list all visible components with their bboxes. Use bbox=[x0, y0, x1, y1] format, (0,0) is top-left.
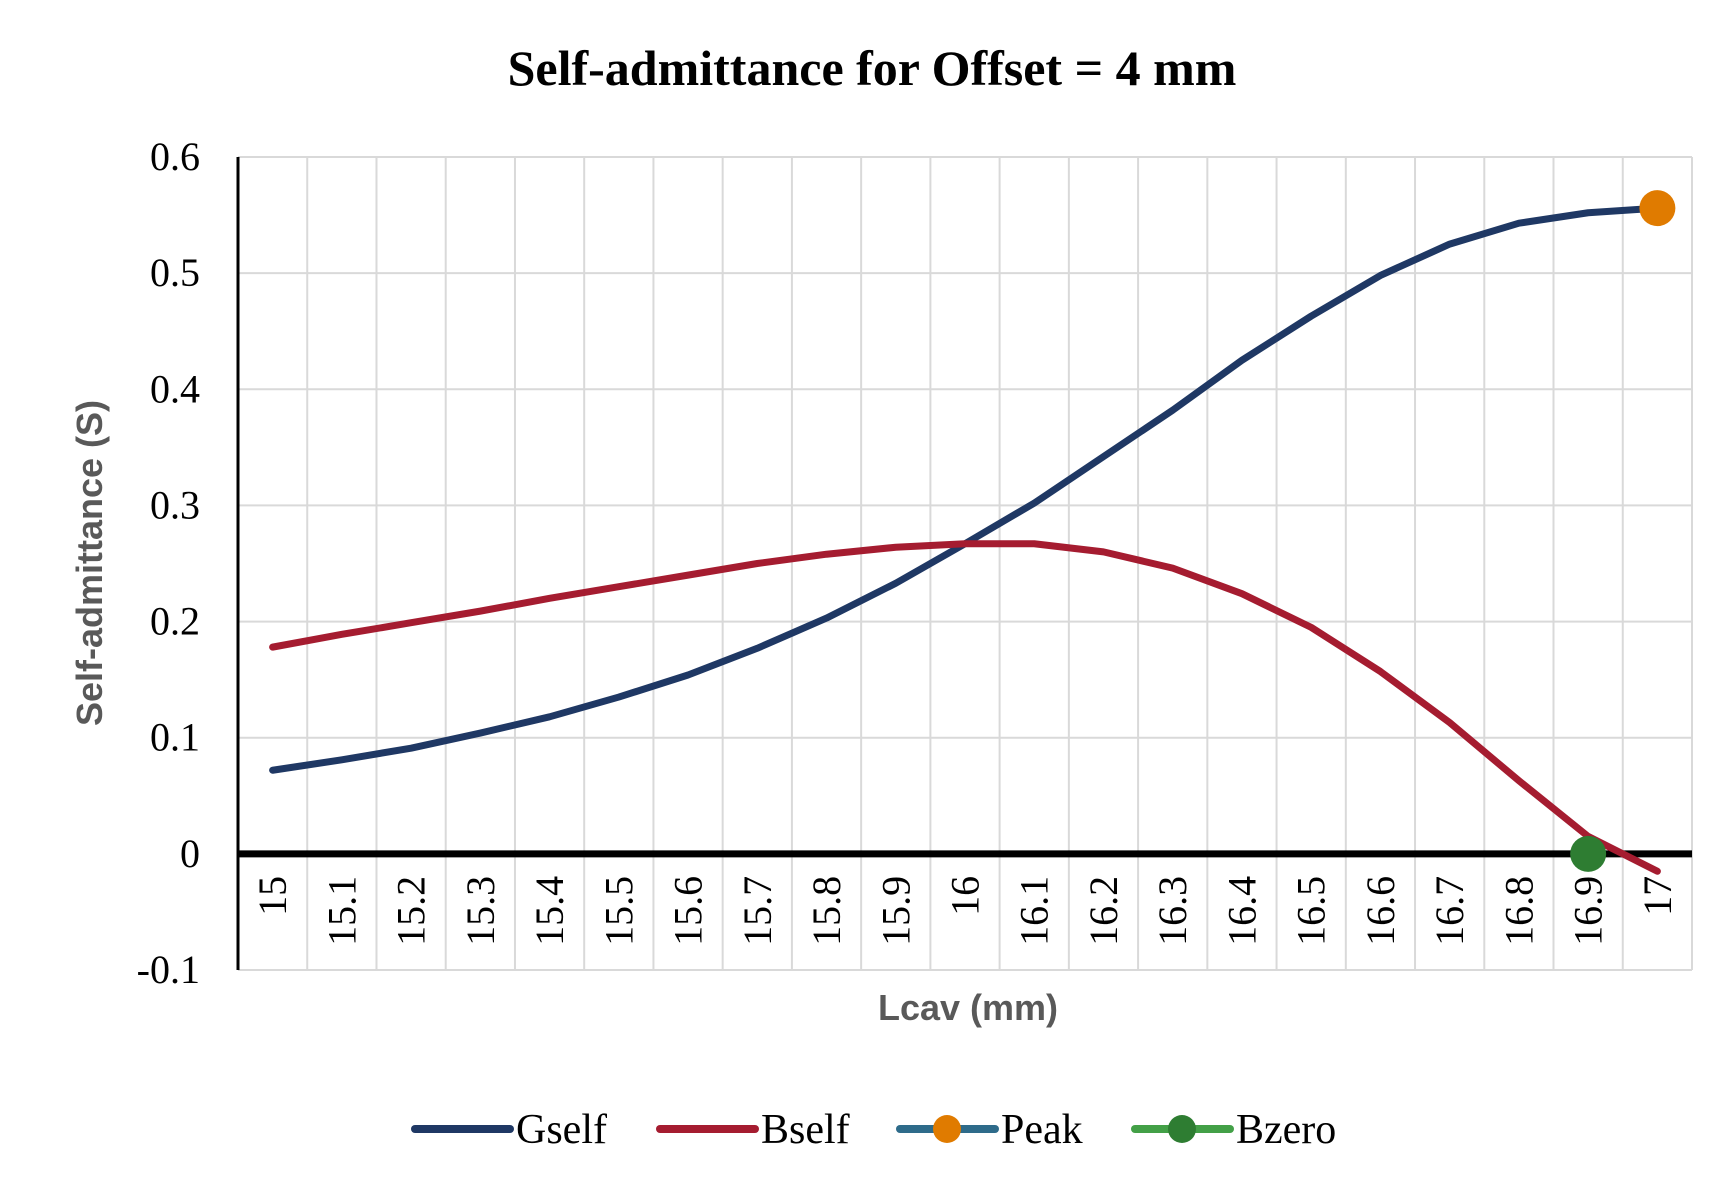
x-tick-label: 17 bbox=[1635, 876, 1680, 916]
x-tick-label: 15.6 bbox=[666, 876, 711, 946]
legend-label-gself: Gself bbox=[516, 1107, 607, 1153]
y-tick-label: 0.5 bbox=[150, 250, 200, 295]
x-tick-label: 16.2 bbox=[1081, 876, 1126, 946]
x-tick-labels: 15 15.1 15.2 15.3 15.4 15.5 15.6 15.7 15.8 15.9 16… bbox=[250, 876, 1680, 946]
legend: Gself Bself Peak Bzero bbox=[411, 1107, 1336, 1153]
y-tick-label: 0.3 bbox=[150, 482, 200, 527]
grid bbox=[238, 156, 1693, 971]
series-layer bbox=[269, 190, 1676, 875]
series-line-bself bbox=[269, 540, 1661, 875]
legend-label-peak: Peak bbox=[1001, 1107, 1083, 1153]
x-tick-label: 15.8 bbox=[804, 876, 849, 946]
x-tick-label: 16 bbox=[943, 876, 988, 916]
y-tick-label: 0.2 bbox=[150, 599, 200, 644]
x-tick-label: 15.3 bbox=[458, 876, 503, 946]
x-tick-label: 16.5 bbox=[1289, 876, 1334, 946]
axes bbox=[236, 157, 1692, 970]
y-tick-label: 0.4 bbox=[150, 366, 200, 411]
y-axis-title: Self-admittance (S) bbox=[69, 400, 110, 726]
x-tick-label: 15.5 bbox=[596, 876, 641, 946]
y-tick-labels: -0.1 0 0.1 0.2 0.3 0.4 0.5 0.6 bbox=[137, 134, 200, 992]
x-tick-label: 16.8 bbox=[1496, 876, 1541, 946]
y-tick-label: -0.1 bbox=[137, 947, 200, 992]
x-tick-label: 15.9 bbox=[873, 876, 918, 946]
x-tick-label: 16.3 bbox=[1150, 876, 1195, 946]
marker-bzero bbox=[1570, 835, 1607, 872]
x-tick-label: 16.6 bbox=[1358, 876, 1403, 946]
x-tick-label: 16.1 bbox=[1012, 876, 1057, 946]
y-tick-label: 0.6 bbox=[150, 134, 200, 179]
x-tick-label: 15 bbox=[250, 876, 295, 916]
y-tick-label: 0 bbox=[180, 831, 200, 876]
x-tick-label: 15.4 bbox=[527, 876, 572, 946]
legend-label-bzero: Bzero bbox=[1236, 1107, 1336, 1153]
marker-peak bbox=[1639, 190, 1676, 227]
x-tick-label: 16.4 bbox=[1219, 876, 1264, 946]
y-tick-label: 0.1 bbox=[150, 715, 200, 760]
series-line-gself bbox=[269, 204, 1661, 774]
x-tick-label: 15.1 bbox=[319, 876, 364, 946]
x-tick-label: 16.9 bbox=[1566, 876, 1611, 946]
legend-marker-bzero bbox=[1168, 1115, 1196, 1143]
x-tick-label: 15.2 bbox=[389, 876, 434, 946]
x-axis-title: Lcav (mm) bbox=[878, 987, 1058, 1028]
x-tick-label: 16.7 bbox=[1427, 876, 1472, 946]
chart-title: Self-admittance for Offset = 4 mm bbox=[508, 40, 1237, 96]
legend-label-bself: Bself bbox=[761, 1107, 850, 1153]
legend-marker-peak bbox=[933, 1115, 961, 1143]
x-tick-label: 15.7 bbox=[735, 876, 780, 946]
